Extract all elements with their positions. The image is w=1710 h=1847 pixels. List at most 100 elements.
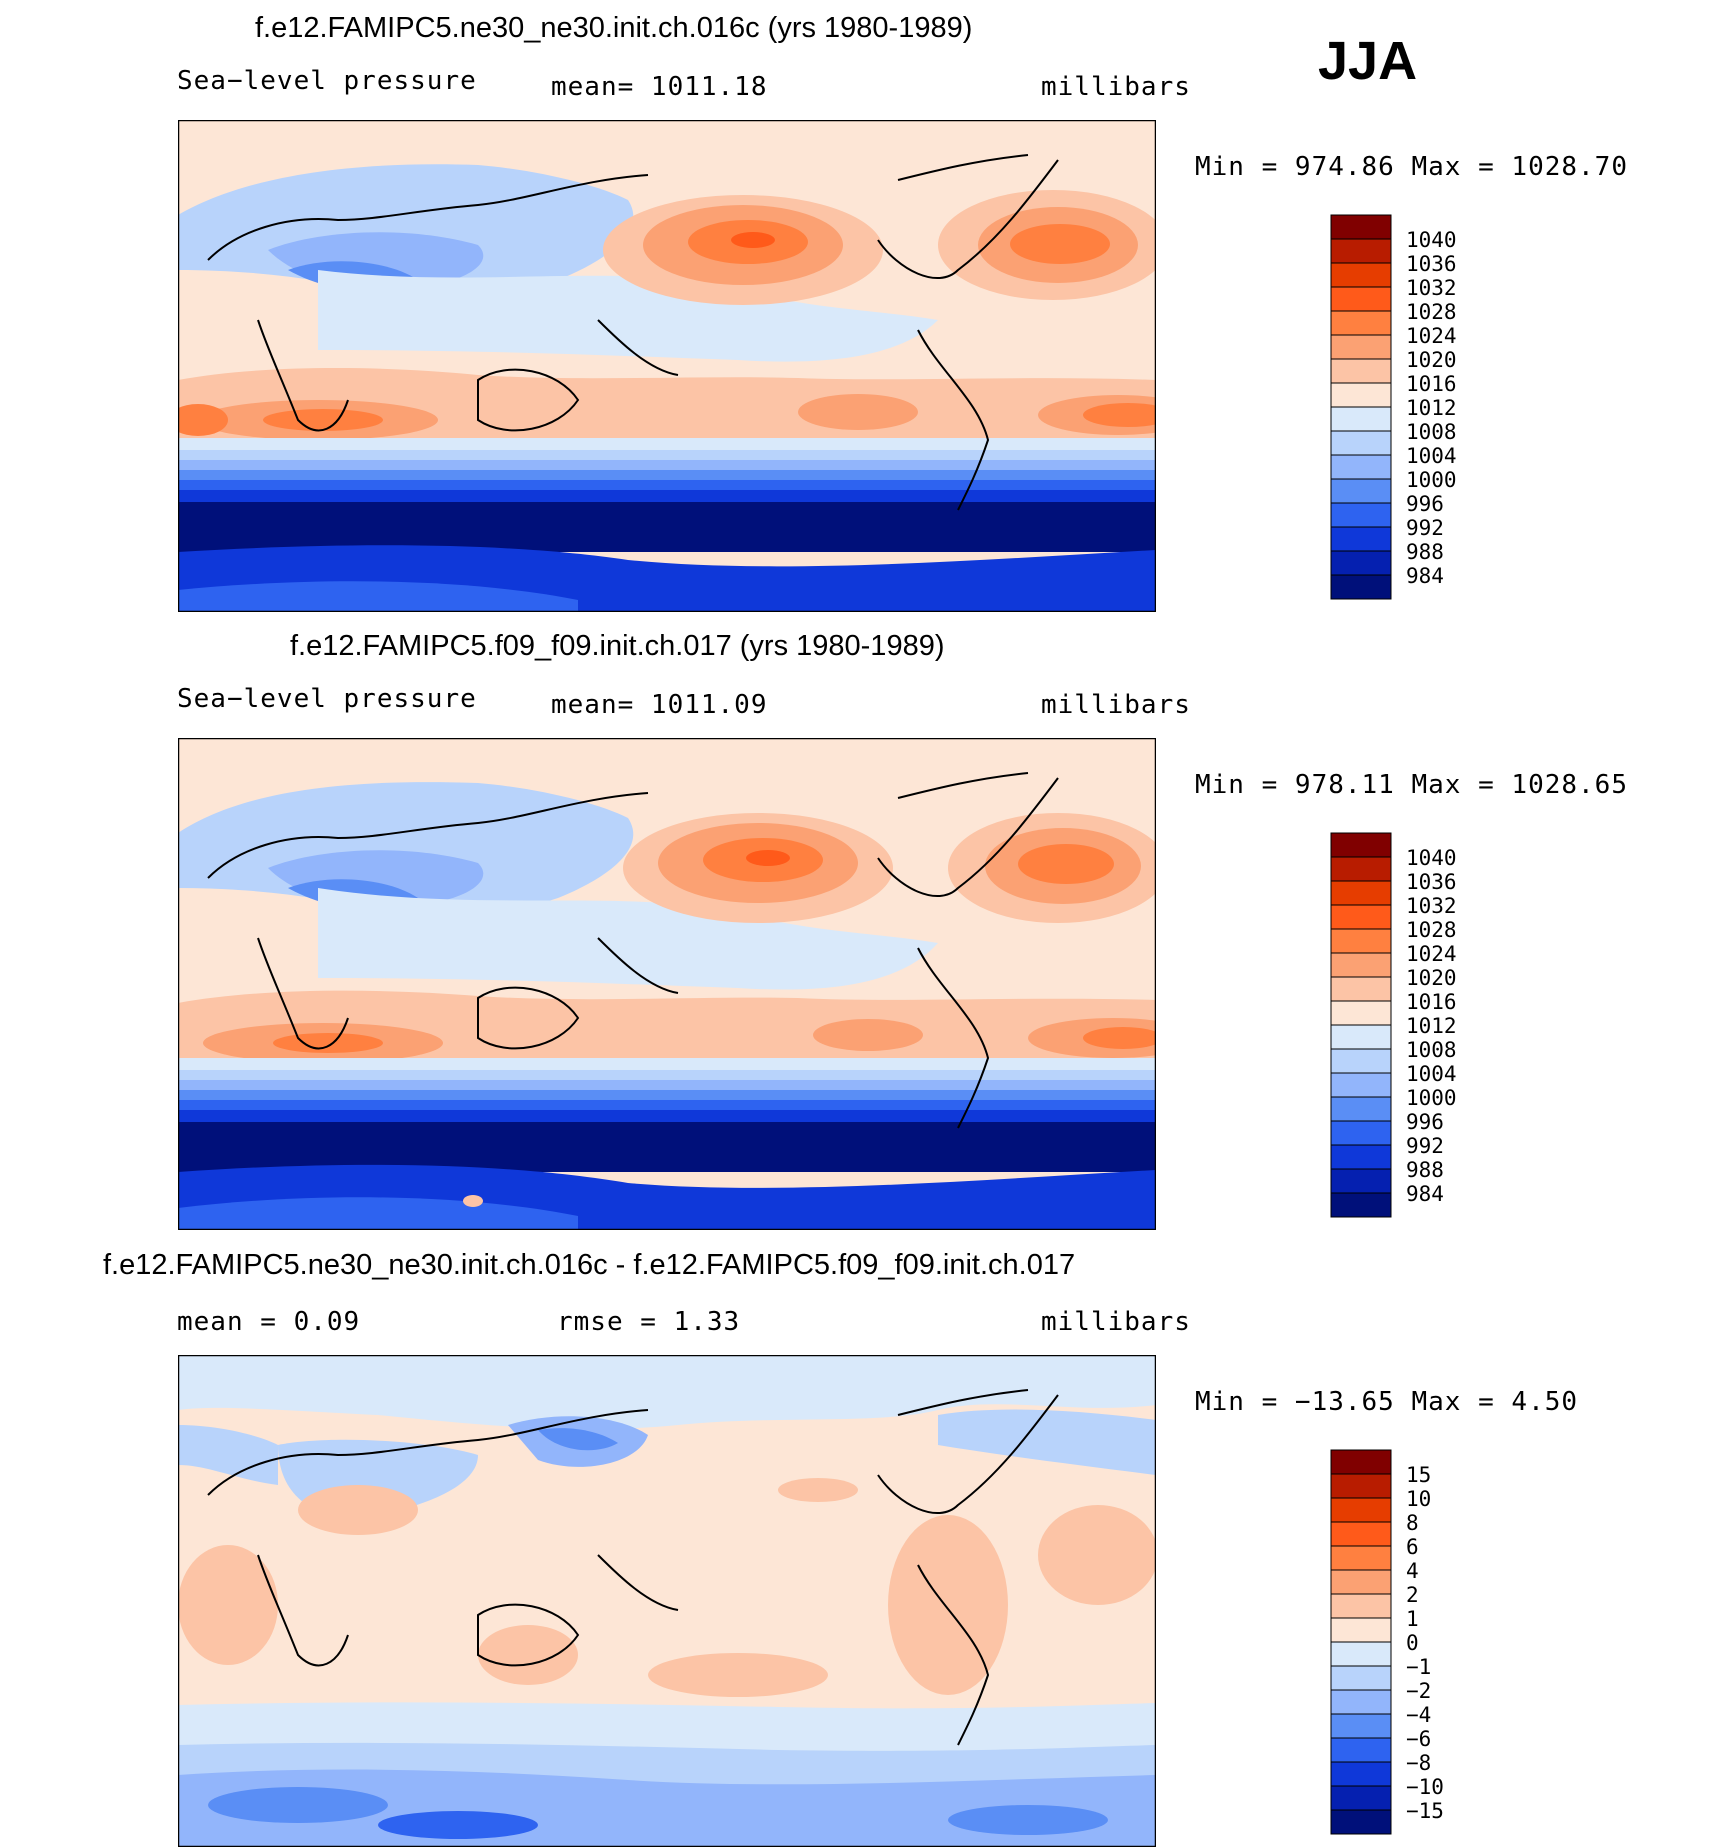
so-band-1000 xyxy=(178,1080,1156,1090)
legend-label: 984 xyxy=(1406,564,1444,588)
legend-label: 4 xyxy=(1406,1559,1419,1583)
so-band-1008 xyxy=(178,1058,1156,1070)
legend-swatch xyxy=(1330,1713,1392,1739)
panel2-minmax: Min = 978.11 Max = 1028.65 xyxy=(1195,770,1628,800)
panel1-title: f.e12.FAMIPC5.ne30_ne30.init.ch.016c (yr… xyxy=(255,12,973,44)
legend-swatch xyxy=(1330,1473,1392,1499)
spacific-high xyxy=(813,1019,923,1051)
atlantic-positive xyxy=(1038,1505,1156,1605)
legend-swatch xyxy=(1330,1593,1392,1619)
legend-swatch xyxy=(1330,1617,1392,1643)
tibet-positive xyxy=(298,1485,418,1535)
coastlines xyxy=(207,1389,1059,1746)
legend-label: 996 xyxy=(1406,492,1444,516)
so-band-1000 xyxy=(178,460,1156,470)
coastlines xyxy=(207,772,1059,1129)
legend-label: 6 xyxy=(1406,1535,1419,1559)
legend-swatch xyxy=(1330,1569,1392,1595)
panel3-legend-bar xyxy=(1330,1449,1392,1835)
legend-swatch xyxy=(1330,334,1392,360)
antarctic-east xyxy=(178,581,578,612)
antarctic-negative-west xyxy=(208,1787,388,1823)
legend-label: 15 xyxy=(1406,1463,1432,1487)
antarctic-high-spot xyxy=(463,1195,483,1207)
legend-label: 0 xyxy=(1406,1631,1419,1655)
so-band-988 xyxy=(178,1110,1156,1122)
arctic-negative-band xyxy=(178,1355,1156,1430)
panel1-map xyxy=(178,120,1156,612)
antarctic-negative-core xyxy=(378,1811,538,1839)
panel3-title: f.e12.FAMIPC5.ne30_ne30.init.ch.016c - f… xyxy=(103,1249,1076,1281)
legend-swatch xyxy=(1330,526,1392,552)
map-frame xyxy=(178,738,1156,1230)
legend-label: 988 xyxy=(1406,540,1444,564)
so-band-988 xyxy=(178,490,1156,502)
legend-swatch xyxy=(1330,310,1392,336)
spacific-positive xyxy=(648,1653,828,1697)
panel3-legend: 15 10 8 6 4 2 1 0 −1 −2 −4 −6 −8 −10 −15 xyxy=(1330,1449,1444,1839)
north-america-negative xyxy=(938,1409,1156,1475)
legend-swatch xyxy=(1330,1809,1392,1835)
legend-swatch xyxy=(1330,1192,1392,1218)
panel3-mean: mean = 0.09 xyxy=(177,1307,361,1337)
so-band-984 xyxy=(178,502,1156,552)
panel3-units: millibars xyxy=(1041,1307,1191,1337)
legend-label: 988 xyxy=(1406,1158,1444,1182)
spacific-high xyxy=(798,394,918,430)
legend-swatch xyxy=(1330,1072,1392,1098)
legend-label: 996 xyxy=(1406,1110,1444,1134)
natlantic-high-core xyxy=(1018,844,1114,884)
legend-label: 1000 xyxy=(1406,468,1457,492)
legend-label: −1 xyxy=(1406,1655,1432,1679)
legend-label: 1012 xyxy=(1406,396,1457,420)
panel2-title: f.e12.FAMIPC5.f09_f09.init.ch.017 (yrs 1… xyxy=(290,630,945,662)
panel3-rmse: rmse = 1.33 xyxy=(557,1307,741,1337)
legend-label: 992 xyxy=(1406,516,1444,540)
legend-swatch xyxy=(1330,406,1392,432)
europe-negative xyxy=(178,1425,278,1485)
so-band-1008 xyxy=(178,438,1156,450)
legend-swatch xyxy=(1330,1120,1392,1146)
panel1-legend-bar xyxy=(1330,214,1392,600)
legend-swatch xyxy=(1330,262,1392,288)
legend-label: 1028 xyxy=(1406,300,1457,324)
legend-swatch xyxy=(1330,1096,1392,1122)
legend-label: −10 xyxy=(1406,1775,1444,1799)
legend-label: 1000 xyxy=(1406,1086,1457,1110)
panel2-legend-bar xyxy=(1330,832,1392,1218)
legend-swatch xyxy=(1330,574,1392,600)
legend-swatch xyxy=(1330,478,1392,504)
so-band-1004 xyxy=(178,1070,1156,1080)
legend-swatch xyxy=(1330,238,1392,264)
so-band-992 xyxy=(178,480,1156,490)
panel2-mean: mean= 1011.09 xyxy=(551,690,768,720)
legend-swatch xyxy=(1330,1689,1392,1715)
legend-label: 1 xyxy=(1406,1607,1419,1631)
legend-swatch xyxy=(1330,502,1392,528)
legend-swatch xyxy=(1330,1497,1392,1523)
panel1-minmax: Min = 974.86 Max = 1028.70 xyxy=(1195,152,1628,182)
legend-label: 1032 xyxy=(1406,276,1457,300)
legend-swatch xyxy=(1330,1641,1392,1667)
so-band-996 xyxy=(178,1090,1156,1100)
panel1-variable: Sea−level pressure xyxy=(177,66,477,96)
legend-label: 1012 xyxy=(1406,1014,1457,1038)
tropical-band xyxy=(318,888,938,990)
legend-label: −8 xyxy=(1406,1751,1432,1775)
legend-label: 1008 xyxy=(1406,1038,1457,1062)
siberia-negative-core xyxy=(538,1428,618,1451)
legend-label: 1036 xyxy=(1406,870,1457,894)
legend-label: 1020 xyxy=(1406,348,1457,372)
legend-label: 1032 xyxy=(1406,894,1457,918)
legend-swatch xyxy=(1330,1737,1392,1763)
panel3-map xyxy=(178,1355,1156,1847)
legend-swatch xyxy=(1330,358,1392,384)
npacific-high-center xyxy=(746,850,790,866)
panel1-legend: 1040 1036 1032 1028 1024 1020 1016 1012 … xyxy=(1330,214,1457,604)
legend-label: 10 xyxy=(1406,1487,1432,1511)
legend-swatch xyxy=(1330,1761,1392,1787)
panel2-variable: Sea−level pressure xyxy=(177,684,477,714)
legend-swatch xyxy=(1330,214,1392,240)
npacific-high-center xyxy=(731,232,775,248)
legend-swatch xyxy=(1330,952,1392,978)
